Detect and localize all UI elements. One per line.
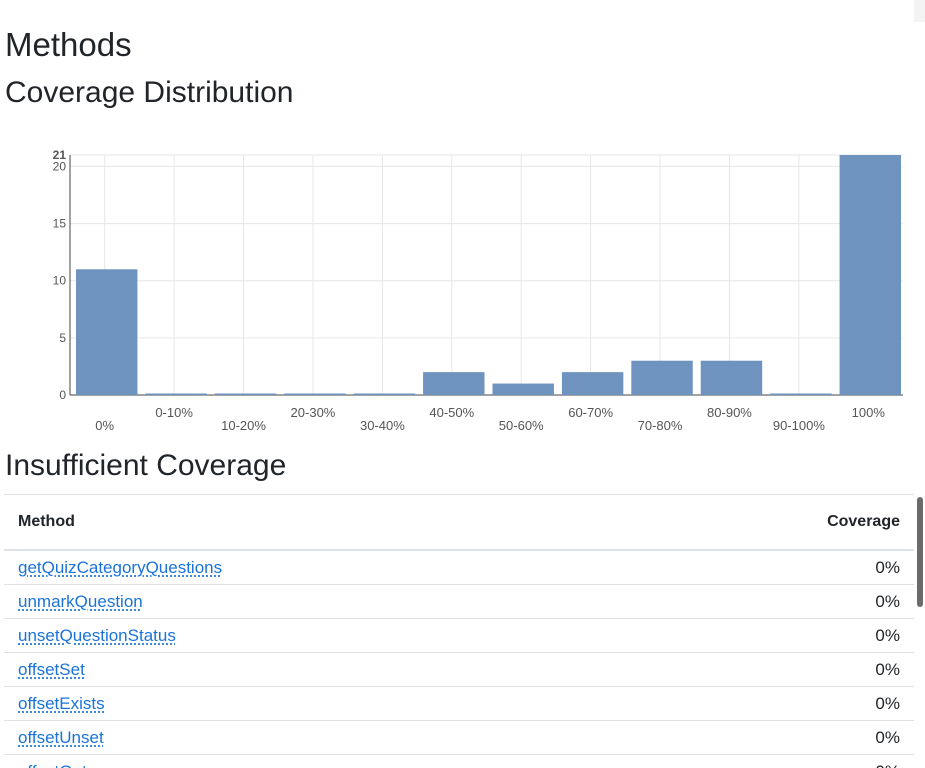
method-cell: unsetQuestionStatus <box>4 619 638 653</box>
coverage-distribution-chart: 05101520210%0-10%10-20%20-30%30-40%40-50… <box>0 140 910 440</box>
x-tick-label: 100% <box>852 405 886 420</box>
bar-90-100% <box>770 394 831 396</box>
coverage-cell: 0% <box>638 721 914 755</box>
method-cell: offsetUnset <box>4 721 638 755</box>
table-row: offsetExists 0% <box>4 687 914 721</box>
method-cell: getQuizCategoryQuestions <box>4 550 638 585</box>
table-row: unmarkQuestion 0% <box>4 585 914 619</box>
top-strip <box>914 0 925 22</box>
bar-70-80% <box>631 361 692 395</box>
x-tick-label: 70-80% <box>638 418 683 433</box>
x-tick-label: 30-40% <box>360 418 405 433</box>
table-row: offsetUnset 0% <box>4 721 914 755</box>
bar-40-50% <box>423 372 484 395</box>
table-row: offsetGet 0% <box>4 755 914 768</box>
method-cell: offsetSet <box>4 653 638 687</box>
method-link[interactable]: getQuizCategoryQuestions <box>18 558 222 577</box>
bar-50-60% <box>493 384 554 395</box>
x-tick-label: 80-90% <box>707 405 752 420</box>
coverage-cell: 0% <box>638 585 914 619</box>
coverage-cell: 0% <box>638 619 914 653</box>
x-tick-label: 60-70% <box>568 405 613 420</box>
coverage-cell: 0% <box>638 755 914 768</box>
x-tick-label: 40-50% <box>429 405 474 420</box>
coverage-cell: 0% <box>638 550 914 585</box>
coverage-cell: 0% <box>638 653 914 687</box>
method-link[interactable]: offsetGet <box>18 762 87 768</box>
method-cell: offsetGet <box>4 755 638 768</box>
distribution-heading: Coverage Distribution <box>5 76 293 110</box>
method-cell: unmarkQuestion <box>4 585 638 619</box>
method-cell: offsetExists <box>4 687 638 721</box>
bar-100% <box>840 155 901 395</box>
insufficient-coverage-table-container[interactable]: Method Coverage getQuizCategoryQuestions… <box>4 494 914 768</box>
x-tick-label: 0-10% <box>155 405 193 420</box>
bar-20-30% <box>284 394 345 396</box>
x-tick-label: 0% <box>95 418 114 433</box>
method-column-header[interactable]: Method <box>4 495 638 550</box>
y-tick-label: 10 <box>53 274 67 288</box>
bar-0% <box>76 269 137 395</box>
y-tick-label: 5 <box>59 331 66 345</box>
y-tick-label: 21 <box>53 148 67 162</box>
method-link[interactable]: unsetQuestionStatus <box>18 626 176 645</box>
x-tick-label: 20-30% <box>291 405 336 420</box>
y-tick-label: 15 <box>53 217 67 231</box>
x-tick-label: 50-60% <box>499 418 544 433</box>
table-row: unsetQuestionStatus 0% <box>4 619 914 653</box>
method-link[interactable]: offsetSet <box>18 660 85 679</box>
insufficient-coverage-heading: Insufficient Coverage <box>5 449 286 483</box>
table-row: offsetSet 0% <box>4 653 914 687</box>
insufficient-coverage-table: Method Coverage getQuizCategoryQuestions… <box>4 495 914 768</box>
table-header-row: Method Coverage <box>4 495 914 550</box>
method-link[interactable]: offsetUnset <box>18 728 104 747</box>
bar-0-10% <box>145 394 206 396</box>
method-link[interactable]: unmarkQuestion <box>18 592 143 611</box>
coverage-cell: 0% <box>638 687 914 721</box>
bar-10-20% <box>215 394 276 396</box>
table-row: getQuizCategoryQuestions 0% <box>4 550 914 585</box>
coverage-column-header[interactable]: Coverage <box>638 495 914 550</box>
bar-60-70% <box>562 372 623 395</box>
scrollbar-thumb[interactable] <box>917 497 923 607</box>
y-tick-label: 0 <box>59 388 66 402</box>
method-link[interactable]: offsetExists <box>18 694 105 713</box>
bar-80-90% <box>701 361 762 395</box>
page-title: Methods <box>5 26 132 64</box>
x-tick-label: 10-20% <box>221 418 266 433</box>
bar-30-40% <box>354 394 415 396</box>
x-tick-label: 90-100% <box>773 418 825 433</box>
